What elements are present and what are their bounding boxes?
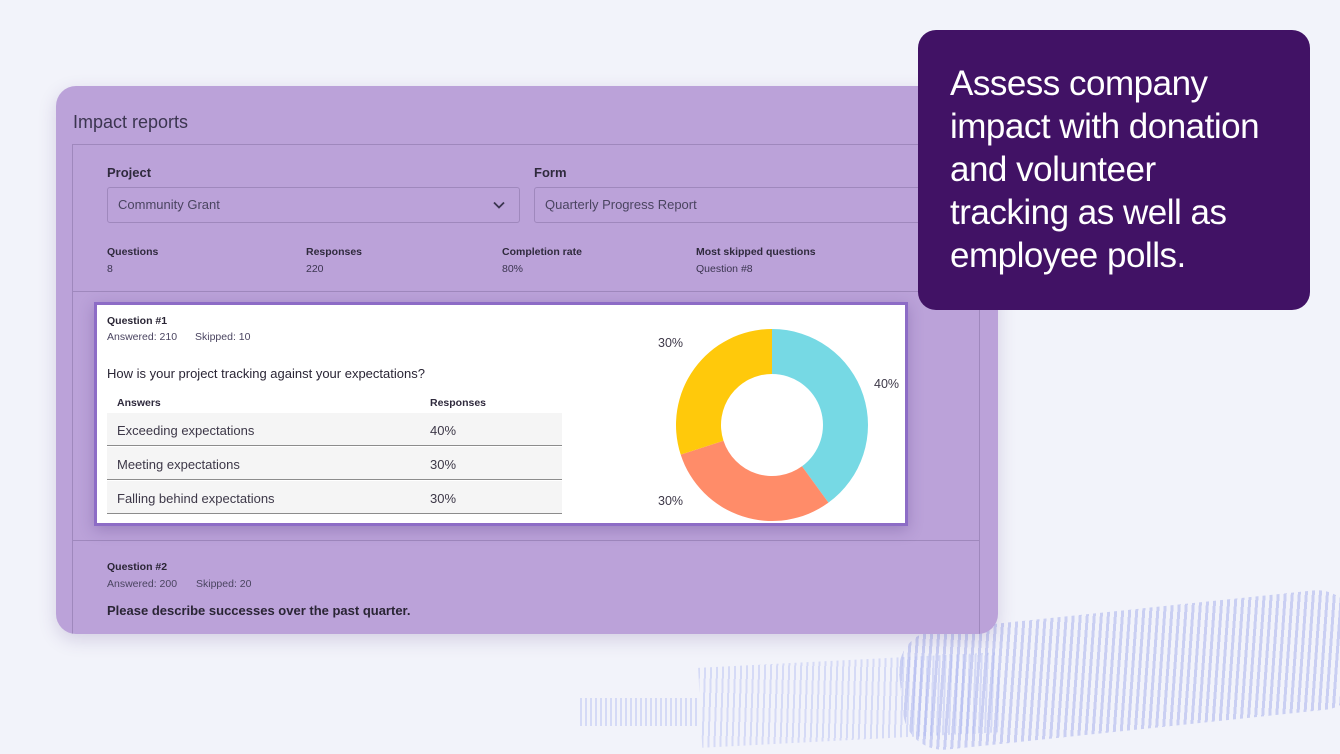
answer-cell: Falling behind expectations [117, 491, 275, 506]
stat-questions-value: 8 [107, 263, 113, 275]
impact-reports-panel: Impact reports Project Community Grant F… [56, 86, 998, 634]
project-label: Project [107, 165, 152, 180]
question-2-answered: Answered: 200 [107, 578, 178, 590]
callout-text: Assess company impact with donation and … [950, 64, 1260, 275]
stat-most-skipped-value: Question #8 [696, 263, 753, 275]
question-1-skipped: Skipped: 10 [195, 331, 251, 343]
question-1-title: Question #1 [107, 315, 168, 327]
question-2-skipped: Skipped: 20 [196, 578, 252, 590]
page-title: Impact reports [73, 112, 189, 132]
slice-meeting [680, 440, 829, 521]
slice-falling-behind [676, 329, 772, 455]
responses-column-header: Responses [430, 397, 487, 409]
stat-responses-value: 220 [306, 263, 324, 275]
chart-label-meeting: 30% [658, 494, 684, 508]
stat-most-skipped-label: Most skipped questions [696, 246, 816, 258]
form-label: Form [534, 165, 567, 180]
project-select-value: Community Grant [118, 197, 220, 212]
question-1-answered: Answered: 210 [107, 331, 178, 343]
table-row: Meeting expectations 30% [107, 447, 562, 480]
question-1-text: How is your project tracking against you… [107, 366, 425, 381]
marketing-callout: Assess company impact with donation and … [918, 30, 1310, 310]
report-frame: Project Community Grant Form Quarterly P… [72, 144, 980, 634]
chart-label-exceeding: 40% [874, 377, 900, 391]
response-cell: 30% [430, 457, 457, 472]
question-2-title: Question #2 [107, 561, 168, 573]
answers-column-header: Answers [117, 397, 161, 409]
question-1-card: Question #1 Answered: 210 Skipped: 10 Ho… [94, 302, 908, 526]
section-divider [73, 291, 979, 292]
form-select[interactable]: Quarterly Progress Report [534, 187, 934, 223]
decorative-brush-stroke [580, 698, 700, 726]
form-select-value: Quarterly Progress Report [545, 197, 697, 212]
donut-chart [676, 329, 868, 521]
stat-completion-value: 80% [502, 263, 524, 275]
question-2-text: Please describe successes over the past … [107, 603, 411, 618]
chart-label-falling-behind: 30% [658, 336, 684, 350]
answer-cell: Exceeding expectations [117, 423, 255, 438]
section-divider [73, 540, 979, 541]
table-row: Exceeding expectations 40% [107, 413, 562, 446]
project-select[interactable]: Community Grant [107, 187, 520, 223]
decorative-brush-stroke [698, 652, 1002, 748]
answer-cell: Meeting expectations [117, 457, 240, 472]
stat-completion-label: Completion rate [502, 246, 582, 258]
chevron-down-icon [493, 201, 505, 209]
stat-responses-label: Responses [306, 246, 363, 258]
response-cell: 30% [430, 491, 457, 506]
slice-exceeding [772, 329, 868, 503]
stat-questions-label: Questions [107, 246, 159, 258]
table-row: Falling behind expectations 30% [107, 481, 562, 514]
response-cell: 40% [430, 423, 457, 438]
